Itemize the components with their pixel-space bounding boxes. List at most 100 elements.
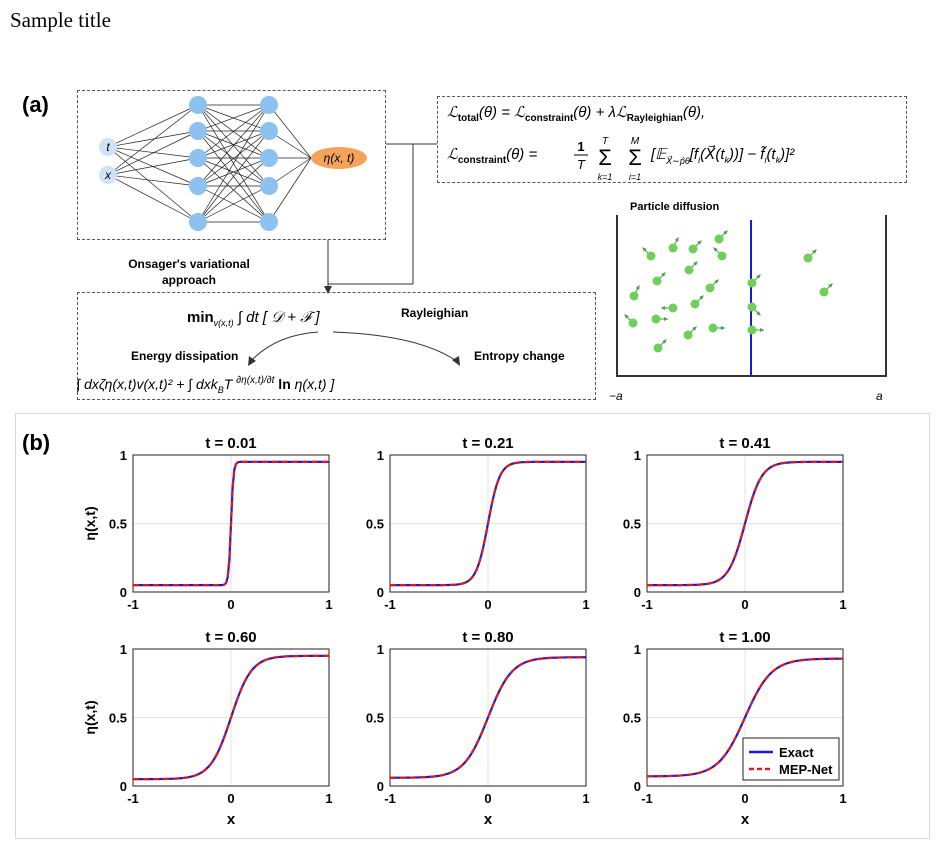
hidden-node <box>189 149 207 167</box>
y-tick-label: 0.5 <box>366 711 384 726</box>
particle <box>651 314 661 324</box>
svg-text:1: 1 <box>577 139 584 154</box>
connector-lines <box>248 143 460 366</box>
particle <box>668 243 678 253</box>
particle <box>684 265 694 275</box>
svg-text:T: T <box>602 136 609 147</box>
x-tick-label: 0 <box>741 791 748 806</box>
x-tick-label: -1 <box>384 597 396 612</box>
mep-net-curve <box>647 460 843 587</box>
y-tick-label: 0.5 <box>109 711 127 726</box>
y-tick-label: 1 <box>634 448 641 463</box>
left-boundary-label: −a <box>609 389 623 403</box>
x-tick-label: -1 <box>384 791 396 806</box>
hidden-node <box>189 122 207 140</box>
legend-entry: Exact <box>779 745 814 760</box>
x-tick-label: 0 <box>741 597 748 612</box>
y-tick-label: 0.5 <box>623 711 641 726</box>
hidden-node <box>260 96 278 114</box>
page-title: Sample title <box>10 8 111 32</box>
y-tick-label: 0 <box>377 779 384 794</box>
panel-b-frame <box>15 413 930 839</box>
y-tick-label: 1 <box>634 642 641 657</box>
y-tick-label: 1 <box>120 642 127 657</box>
mep-net-curve <box>133 460 329 587</box>
x-axis-label: x <box>227 811 236 828</box>
y-axis-label: η(x,t) <box>82 700 98 734</box>
particle <box>690 299 700 309</box>
input-x-label: x <box>104 168 112 182</box>
hidden-node <box>189 96 207 114</box>
output-label: η(x, t) <box>324 151 355 165</box>
legend: Exact MEP-Net <box>742 737 840 781</box>
particle <box>653 343 663 353</box>
x-tick-label: -1 <box>127 791 139 806</box>
x-axis-label: x <box>741 811 750 828</box>
svg-text:Σ: Σ <box>628 145 642 170</box>
input-node <box>99 166 117 184</box>
particle <box>747 325 757 335</box>
particle <box>747 302 757 312</box>
particle <box>803 253 813 263</box>
plot-title: t = 0.60 <box>205 629 256 646</box>
rayleighian-formulas: minv(x,t) ∫ dt [ 𝒟 + ℱ̇ ] minv(x,t) ∫ dt… <box>77 309 335 395</box>
particle <box>708 323 718 333</box>
x-tick-label: 0 <box>484 597 491 612</box>
full-expression: minv(x,t) ∫ dt [ ½ ∫ dxζη(x,t)v(x,t)² + … <box>77 375 335 395</box>
particle <box>717 251 727 261</box>
right-boundary-label: a <box>876 389 883 403</box>
svg-text:T: T <box>577 157 586 172</box>
panel-a-label: (a) <box>22 92 49 117</box>
plot-title: t = 1.00 <box>719 629 770 646</box>
entropy-change-label: Entropy change <box>474 349 565 363</box>
y-tick-label: 1 <box>377 642 384 657</box>
svg-text:M: M <box>631 136 640 147</box>
y-axis-label: η(x,t) <box>82 506 98 540</box>
x-tick-label: -1 <box>641 597 653 612</box>
particle-diffusion-title: Particle diffusion <box>630 201 720 213</box>
plot-title: t = 0.01 <box>205 435 256 452</box>
particle <box>683 330 693 340</box>
y-tick-label: 0 <box>634 779 641 794</box>
particle <box>646 251 656 261</box>
svg-text:[𝔼X⃗∼p̂θ[fi(X⃗(tk))] − f̃i(tk: [𝔼X⃗∼p̂θ[fi(X⃗(tk))] − f̃i(tk)]² <box>650 144 795 166</box>
loss-formulas: ℒtotal(θ) = ℒconstraint(θ) + λℒRayleighi… <box>447 104 795 182</box>
plot-title: t = 0.41 <box>719 435 770 452</box>
y-tick-label: 0 <box>377 585 384 600</box>
particle-diffusion-diagram: −a a <box>609 215 887 403</box>
onsager-label: Onsager's variational approach <box>128 257 250 287</box>
network-box <box>77 90 386 240</box>
rayleighian-label: Rayleighian <box>401 306 469 320</box>
mep-net-curve <box>133 654 329 781</box>
particle <box>688 244 698 254</box>
y-tick-label: 0 <box>120 779 127 794</box>
legend-entry: MEP-Net <box>779 762 833 777</box>
panel-b-label: (b) <box>22 430 51 455</box>
x-tick-label: 1 <box>582 791 589 806</box>
y-tick-label: 0 <box>120 585 127 600</box>
x-tick-label: 1 <box>582 597 589 612</box>
hidden-node <box>189 213 207 231</box>
y-tick-label: 1 <box>120 448 127 463</box>
particle <box>652 276 662 286</box>
particle <box>628 318 638 328</box>
particle <box>668 303 678 313</box>
plot-title: t = 0.80 <box>462 629 513 646</box>
loss-box <box>437 96 907 183</box>
hidden-node <box>260 122 278 140</box>
x-tick-label: 1 <box>325 791 332 806</box>
x-axis-label: x <box>484 811 493 828</box>
neural-network-diagram: t x η(x, t) <box>99 96 367 231</box>
particle <box>714 234 724 244</box>
x-tick-label: -1 <box>127 597 139 612</box>
y-tick-label: 0.5 <box>366 517 384 532</box>
x-tick-label: 1 <box>325 597 332 612</box>
x-tick-label: 0 <box>227 791 234 806</box>
particle <box>629 291 639 301</box>
